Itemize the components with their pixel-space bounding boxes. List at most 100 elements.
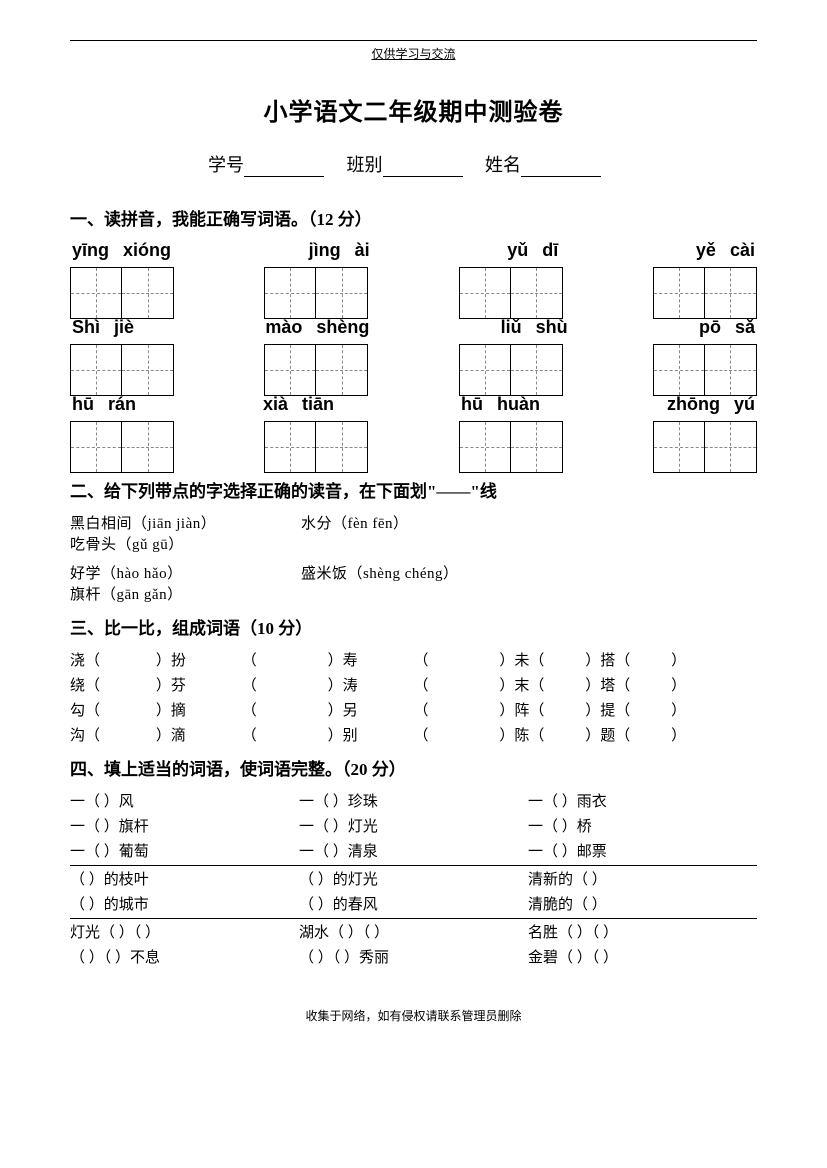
q3-cell: （: [242, 724, 328, 745]
q3-cell: ）阵（: [499, 699, 585, 720]
pinyin: mào: [265, 317, 302, 338]
blank-name[interactable]: [521, 159, 601, 177]
box-row-2: [70, 344, 757, 396]
q3-cell: ）别: [328, 724, 414, 745]
pinyin: jìng: [309, 240, 341, 261]
q4-row: （ ）的枝叶（ ）的灯光清新的（ ）: [70, 868, 757, 889]
q3-cell: （: [242, 699, 328, 720]
pinyin: shù: [536, 317, 568, 338]
q3-cell: 浇（: [70, 649, 156, 670]
q3-cell: 沟（: [70, 724, 156, 745]
pinyin: dī: [542, 240, 558, 261]
q3-cell: ）: [671, 674, 757, 695]
q4-cell: 一（ ）风: [70, 790, 299, 811]
pinyin: cài: [730, 240, 755, 261]
pinyin-row-3: hūrán xiàtiān hūhuàn zhōngyú: [70, 394, 757, 415]
char-box-pair[interactable]: [264, 421, 368, 473]
q3-row: 浇（）扮（）寿（）未（）搭（）: [70, 649, 757, 670]
char-box-pair[interactable]: [70, 267, 174, 319]
char-box-pair[interactable]: [459, 344, 563, 396]
pinyin: huàn: [497, 394, 540, 415]
char-box-pair[interactable]: [653, 267, 757, 319]
char-box-pair[interactable]: [653, 344, 757, 396]
pinyin: yǔ: [507, 240, 528, 261]
q4-cell: 一（ ）雨衣: [528, 790, 757, 811]
char-box-pair[interactable]: [264, 267, 368, 319]
pinyin: hū: [72, 394, 94, 415]
q3-cell: 绕（: [70, 674, 156, 695]
char-box-pair[interactable]: [653, 421, 757, 473]
q2-item: 好学（hào hǎo）: [70, 562, 297, 583]
q3-container: 浇（）扮（）寿（）未（）搭（）绕（）芬（）涛（）末（）塔（）勾（）摘（）另（）阵…: [70, 649, 757, 745]
box-row-3: [70, 421, 757, 473]
q3-cell: ）末（: [499, 674, 585, 695]
char-box-pair[interactable]: [459, 267, 563, 319]
q4-cell: （ ）的枝叶: [70, 868, 299, 889]
q2-item: 吃骨头（gǔ gū）: [70, 533, 297, 554]
q3-cell: ）寿: [328, 649, 414, 670]
header-rule: [70, 40, 757, 41]
pinyin: yě: [696, 240, 716, 261]
pinyin: ài: [355, 240, 370, 261]
q2-item: 水分（fèn fēn）: [301, 512, 528, 533]
char-box-pair[interactable]: [459, 421, 563, 473]
q3-cell: （: [414, 699, 500, 720]
pinyin: pō: [699, 317, 721, 338]
q3-cell: ）另: [328, 699, 414, 720]
q2-line-2: 好学（hào hǎo） 盛米饭（shèng chéng） 旗杆（gān gǎn）: [70, 562, 757, 604]
q4-block-a: 一（ ）风一（ ）珍珠一（ ）雨衣一（ ）旗杆一（ ）灯光一（ ）桥一（ ）葡萄…: [70, 790, 757, 861]
q4-row: （ ）（ ）不息（ ）（ ）秀丽金碧（ ）（ ）: [70, 946, 757, 967]
label-id: 学号: [208, 155, 244, 175]
section-1-heading: 一、读拼音，我能正确写词语。（12 分）: [70, 205, 757, 230]
pinyin: Shì: [72, 317, 100, 338]
q3-cell: ）: [671, 649, 757, 670]
char-box-pair[interactable]: [70, 344, 174, 396]
q4-row: （ ）的城市（ ）的春风清脆的（ ）: [70, 893, 757, 914]
q4-cell: 一（ ）桥: [528, 815, 757, 836]
page-title: 小学语文二年级期中测验卷: [70, 92, 757, 127]
q3-cell: （: [414, 724, 500, 745]
q4-cell: 名胜（ ）（ ）: [528, 921, 757, 942]
pinyin: tiān: [302, 394, 334, 415]
char-box-pair[interactable]: [264, 344, 368, 396]
blank-class[interactable]: [383, 159, 463, 177]
q3-cell: ）塔（: [585, 674, 671, 695]
pinyin-row-2: Shìjiè màoshèng liǔshù pōsǎ: [70, 317, 757, 338]
q3-cell: ）题（: [585, 724, 671, 745]
pinyin: xióng: [123, 240, 171, 261]
q3-row: 绕（）芬（）涛（）末（）塔（）: [70, 674, 757, 695]
q4-cell: 一（ ）清泉: [299, 840, 528, 861]
label-name: 姓名: [485, 155, 521, 175]
q4-row: 灯光（ ）（ ）湖水（ ）（ ）名胜（ ）（ ）: [70, 921, 757, 942]
q4-cell: 一（ ）邮票: [528, 840, 757, 861]
q3-row: 勾（）摘（）另（）阵（）提（）: [70, 699, 757, 720]
q4-block-c: 灯光（ ）（ ）湖水（ ）（ ）名胜（ ）（ ） （ ）（ ）不息（ ）（ ）秀丽…: [70, 921, 757, 967]
header-note: 仅供学习与交流: [70, 45, 757, 62]
q4-row: 一（ ）葡萄一（ ）清泉一（ ）邮票: [70, 840, 757, 861]
q3-cell: ）摘: [156, 699, 242, 720]
pinyin: jiè: [114, 317, 134, 338]
q3-cell: （: [414, 674, 500, 695]
q4-cell: 一（ ）珍珠: [299, 790, 528, 811]
q4-block-b: （ ）的枝叶（ ）的灯光清新的（ ） （ ）的城市（ ）的春风清脆的（ ）: [70, 868, 757, 914]
q4-cell: 湖水（ ）（ ）: [299, 921, 528, 942]
q2-item: 旗杆（gān gǎn）: [70, 583, 297, 604]
q4-cell: 一（ ）灯光: [299, 815, 528, 836]
box-row-1: [70, 267, 757, 319]
q3-cell: ）陈（: [499, 724, 585, 745]
q3-cell: （: [414, 649, 500, 670]
q3-cell: ）芬: [156, 674, 242, 695]
pinyin-row-1: yīngxióng jìngài yǔdī yěcài: [70, 240, 757, 261]
q4-row: 一（ ）旗杆一（ ）灯光一（ ）桥: [70, 815, 757, 836]
label-class: 班别: [347, 155, 383, 175]
char-box-pair[interactable]: [70, 421, 174, 473]
q4-cell: 一（ ）葡萄: [70, 840, 299, 861]
q3-cell: ）: [671, 699, 757, 720]
q3-cell: ）: [671, 724, 757, 745]
q4-cell: （ ）（ ）秀丽: [299, 946, 528, 967]
q3-cell: 勾（: [70, 699, 156, 720]
q3-cell: （: [242, 649, 328, 670]
blank-id[interactable]: [244, 159, 324, 177]
q3-cell: ）滴: [156, 724, 242, 745]
footer-note: 收集于网络，如有侵权请联系管理员删除: [70, 1007, 757, 1024]
